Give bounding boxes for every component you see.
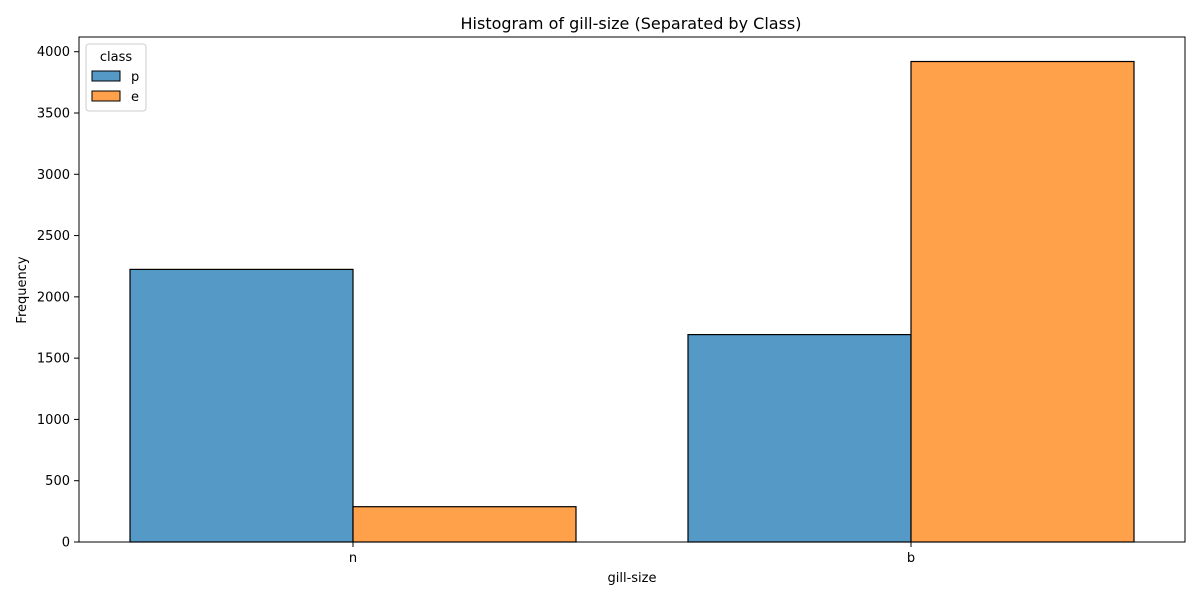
x-tick-label: n <box>349 551 357 566</box>
legend-title: class <box>100 50 132 65</box>
y-tick-label: 3500 <box>37 106 70 121</box>
y-axis: 0 500 1000 1500 2000 2500 3000 3500 4000 <box>37 45 79 551</box>
bar-p-b <box>687 334 912 543</box>
y-tick-label: 2500 <box>37 229 70 244</box>
bar-e-n <box>352 506 577 543</box>
bars-group <box>129 60 1135 543</box>
bar-e-b <box>910 60 1135 543</box>
legend-swatch-p <box>91 70 121 82</box>
y-tick-label: 500 <box>45 474 70 489</box>
x-axis-label: gill-size <box>608 571 657 586</box>
legend-swatch-e <box>91 90 121 102</box>
chart-title: Histogram of gill-size (Separated by Cla… <box>461 14 802 33</box>
legend-label-p: p <box>131 70 139 85</box>
legend: class pe <box>85 43 147 112</box>
y-tick-label: 3000 <box>37 168 70 183</box>
plot-frame <box>78 36 1186 543</box>
y-tick-label: 1500 <box>37 352 70 367</box>
legend-label-e: e <box>131 90 139 105</box>
x-tick-label: b <box>907 551 915 566</box>
bar-p-n <box>129 268 354 543</box>
y-tick-label: 0 <box>62 536 70 551</box>
y-tick-label: 2000 <box>37 290 70 305</box>
y-tick-label: 4000 <box>37 45 70 60</box>
y-axis-label: Frequency <box>15 256 30 323</box>
y-tick-label: 1000 <box>37 413 70 428</box>
